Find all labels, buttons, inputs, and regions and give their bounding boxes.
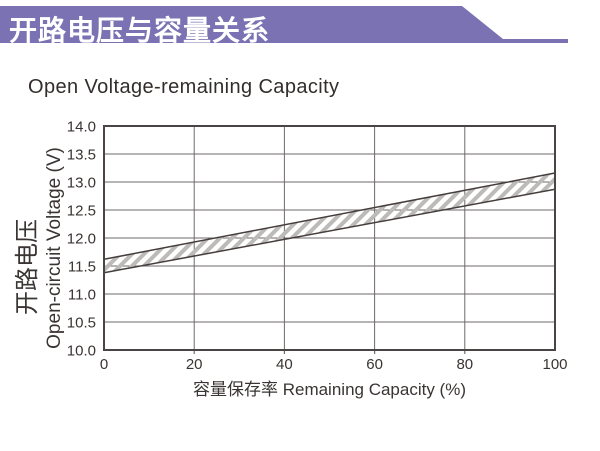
y-tick-label: 12.0 (67, 230, 96, 247)
x-tick-label: 60 (366, 356, 383, 373)
y-tick-label: 10.5 (67, 314, 96, 331)
y-axis-title-cn: 开路电压 (14, 219, 41, 315)
x-axis-title: 容量保存率 Remaining Capacity (%) (193, 380, 466, 399)
section-title: 开路电压与容量关系 (9, 15, 271, 46)
x-tick-label: 0 (100, 356, 108, 373)
y-tick-label: 14.0 (67, 118, 96, 135)
x-tick-label: 40 (276, 356, 293, 373)
y-tick-label: 10.0 (67, 342, 96, 359)
section-header-banner: 开路电压与容量关系 (0, 6, 568, 43)
voltage-band (104, 173, 555, 273)
voltage-band-upper-edge (103, 172, 556, 261)
chart-subtitle: Open Voltage-remaining Capacity (28, 76, 340, 98)
x-tick-label: 20 (186, 356, 203, 373)
plot-border (103, 125, 556, 351)
y-tick-label: 13.0 (67, 174, 96, 191)
voltage-band-lower-edge (103, 188, 556, 274)
y-axis-title-en: Open-circuit Voltage (V) (44, 147, 65, 349)
chart-canvas: 10.0 10.5 11.0 11.5 12.0 12.5 13.0 13.5 14.0 0 20 4… (14, 118, 568, 399)
y-tick-label: 13.5 (67, 146, 96, 163)
x-tick-label: 100 (542, 356, 567, 373)
x-tick-label: 80 (456, 356, 473, 373)
y-tick-label: 11.5 (68, 258, 96, 275)
chart-area: 10.0 10.5 11.0 11.5 12.0 12.5 13.0 13.5 14.0 0 20 4… (0, 110, 600, 410)
y-tick-label: 12.5 (67, 202, 96, 219)
y-tick-label: 11.0 (68, 286, 96, 303)
